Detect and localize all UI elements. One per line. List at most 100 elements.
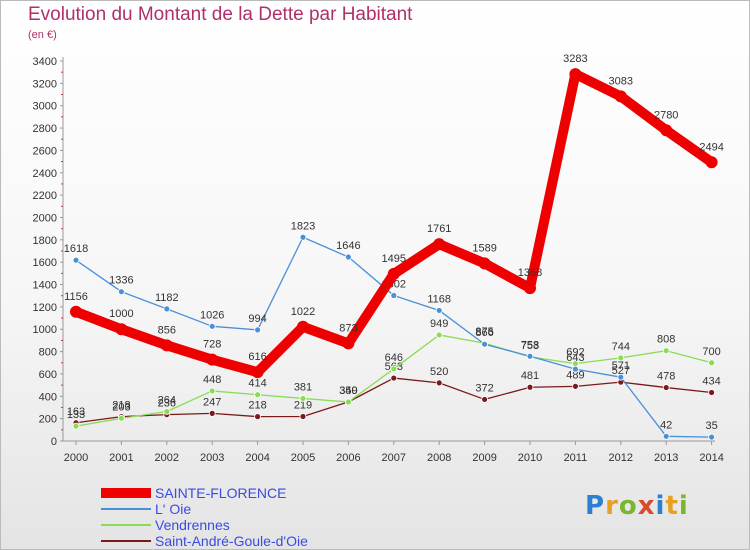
data-label-1: 1182: [155, 292, 179, 304]
data-point-1: [254, 326, 262, 334]
data-point-0: [387, 267, 400, 280]
x-tick-label: 2014: [699, 452, 723, 464]
data-point-0: [70, 305, 82, 318]
legend-label: L' Oie: [155, 501, 192, 517]
data-point-2: [118, 414, 125, 422]
data-label-1: 42: [660, 419, 672, 431]
data-label-0: 1495: [382, 253, 406, 265]
data-label-1: 866: [475, 327, 493, 339]
data-label-2: 381: [294, 381, 312, 393]
data-point-3: [526, 383, 534, 391]
data-point-2: [208, 387, 216, 395]
data-label-2: 646: [385, 352, 403, 364]
x-tick-label: 2007: [382, 452, 406, 464]
data-label-2: 414: [248, 378, 266, 390]
data-label-0: 616: [248, 351, 266, 363]
data-label-3: 218: [112, 400, 130, 412]
data-label-3: 489: [566, 369, 584, 381]
y-tick-label: 1800: [33, 235, 57, 247]
y-tick-label: 600: [39, 369, 57, 381]
data-label-3: 247: [203, 396, 221, 408]
y-tick-label: 200: [39, 414, 57, 426]
data-label-1: 1823: [291, 220, 315, 232]
data-point-0: [524, 282, 536, 295]
y-tick-label: 2000: [33, 212, 57, 224]
data-point-0: [297, 320, 309, 333]
data-label-3: 520: [430, 366, 448, 378]
data-point-0: [206, 353, 219, 366]
data-point-1: [481, 340, 489, 348]
data-point-2: [662, 347, 670, 355]
data-point-2: [617, 354, 625, 362]
data-label-3: 481: [521, 370, 539, 382]
x-tick-label: 2006: [336, 452, 360, 464]
data-label-1: 643: [566, 352, 584, 364]
data-point-2: [708, 359, 715, 367]
data-label-1: 994: [248, 313, 266, 325]
data-point-2: [299, 395, 307, 402]
data-point-0: [478, 257, 491, 270]
data-label-3: 434: [702, 375, 720, 387]
data-point-1: [72, 256, 80, 264]
data-label-3: 218: [248, 400, 266, 412]
data-point-0: [433, 238, 446, 251]
data-point-0: [115, 323, 128, 336]
data-point-2: [254, 391, 262, 399]
data-label-1: 1618: [64, 243, 88, 255]
y-tick-label: 800: [39, 347, 57, 359]
data-point-3: [390, 374, 398, 382]
data-label-2: 692: [566, 347, 584, 359]
legend-swatch: [101, 540, 151, 542]
data-point-2: [390, 365, 398, 373]
data-label-2: 808: [657, 334, 675, 346]
data-point-3: [572, 382, 579, 390]
data-label-2: 753: [521, 340, 539, 352]
legend-swatch: [101, 488, 151, 498]
data-label-2: 744: [612, 341, 630, 353]
data-label-3: 350: [339, 385, 357, 397]
data-point-1: [208, 322, 216, 330]
x-tick-label: 2013: [654, 452, 678, 464]
legend-label: Saint-André-Goule-d'Oie: [155, 533, 308, 549]
data-label-3: 527: [612, 365, 630, 377]
data-label-0: 2780: [654, 109, 678, 121]
data-point-3: [662, 384, 670, 391]
data-point-1: [662, 432, 670, 440]
data-label-2: 349: [339, 385, 357, 397]
y-tick-label: 1200: [33, 302, 57, 314]
x-tick-label: 2001: [109, 452, 133, 464]
data-label-1: 1026: [200, 309, 224, 321]
data-label-2: 949: [430, 318, 448, 330]
data-point-3: [481, 396, 489, 403]
y-tick-label: 2800: [33, 123, 57, 135]
data-point-3: [299, 413, 307, 420]
y-tick-label: 2400: [33, 168, 57, 180]
data-point-1: [118, 288, 125, 296]
data-point-1: [617, 373, 625, 381]
data-label-2: 875: [475, 326, 493, 338]
data-label-0: 1000: [109, 308, 133, 320]
data-point-0: [251, 366, 264, 379]
data-point-3: [435, 379, 443, 387]
data-point-1: [526, 352, 534, 360]
data-label-1: 1646: [336, 240, 360, 252]
legend-label: Vendrennes: [155, 517, 230, 533]
y-tick-label: 2600: [33, 145, 57, 157]
data-point-0: [160, 339, 173, 352]
x-tick-label: 2004: [245, 452, 269, 464]
data-point-0: [705, 156, 718, 169]
y-tick-label: 400: [39, 391, 57, 403]
data-label-3: 478: [657, 371, 675, 383]
x-tick-label: 2009: [472, 452, 496, 464]
data-label-3: 372: [475, 382, 493, 394]
data-label-1: 1336: [109, 275, 133, 287]
data-label-2: 448: [203, 374, 221, 386]
data-point-1: [708, 433, 715, 441]
data-label-0: 728: [203, 339, 221, 351]
data-label-0: 1156: [64, 291, 88, 303]
x-tick-label: 2008: [427, 452, 451, 464]
data-label-0: 3083: [609, 75, 633, 87]
data-label-0: 1761: [427, 223, 451, 235]
data-label-1: 35: [705, 420, 717, 432]
